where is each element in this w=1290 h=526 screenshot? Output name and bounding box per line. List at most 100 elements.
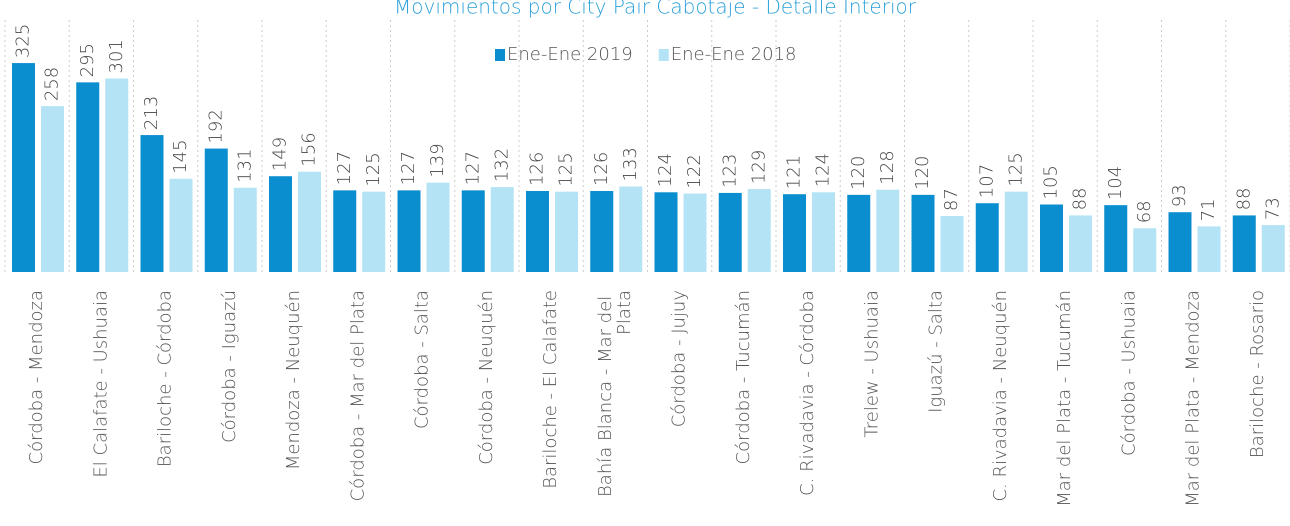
value-label: 127 bbox=[462, 151, 483, 185]
x-tick-label: C. Rivadavia - Neuquén bbox=[990, 290, 1011, 502]
legend-label: Ene-Ene 2018 bbox=[671, 44, 797, 65]
value-label: 88 bbox=[1233, 188, 1254, 211]
value-label: 123 bbox=[719, 154, 740, 188]
bar bbox=[1069, 215, 1092, 272]
value-label: 129 bbox=[748, 150, 769, 184]
value-label: 122 bbox=[684, 154, 705, 188]
bar bbox=[876, 189, 900, 272]
bar bbox=[940, 216, 964, 272]
bar bbox=[41, 106, 64, 273]
bar bbox=[233, 187, 257, 272]
bar bbox=[747, 189, 771, 272]
x-tick-label: Bariloche - Córdoba bbox=[155, 290, 176, 467]
bar bbox=[204, 148, 228, 272]
value-label: 125 bbox=[556, 152, 577, 186]
value-label: 213 bbox=[141, 96, 162, 130]
x-tick-label: Bariloche - El Calafate bbox=[540, 290, 561, 489]
value-label: 139 bbox=[427, 143, 448, 177]
value-label: 104 bbox=[1105, 166, 1126, 200]
value-label: 124 bbox=[813, 153, 834, 187]
bar bbox=[526, 191, 549, 272]
x-tick-label: Mar del Plata - Mendoza bbox=[1183, 290, 1204, 507]
value-label: 107 bbox=[976, 164, 997, 198]
value-label: 88 bbox=[1070, 188, 1091, 211]
bar bbox=[461, 190, 485, 272]
value-label: 73 bbox=[1262, 197, 1283, 220]
bar bbox=[105, 78, 129, 272]
bar bbox=[140, 135, 164, 272]
value-label: 105 bbox=[1041, 165, 1062, 199]
value-label: 120 bbox=[848, 155, 869, 189]
value-label: 149 bbox=[270, 137, 291, 171]
value-label: 124 bbox=[655, 153, 676, 187]
value-label: 295 bbox=[77, 43, 98, 77]
x-tick-label: El Calafate - Ushuaia bbox=[90, 290, 111, 478]
bar bbox=[975, 203, 999, 272]
value-label: 126 bbox=[591, 152, 612, 186]
x-tick-label: Córdoba - Tucumán bbox=[733, 290, 754, 464]
bar bbox=[1261, 225, 1285, 272]
value-label: 301 bbox=[106, 39, 127, 73]
value-label: 131 bbox=[234, 148, 255, 182]
bar bbox=[783, 194, 806, 272]
bar bbox=[76, 82, 100, 272]
bar bbox=[654, 192, 678, 272]
bar bbox=[426, 182, 450, 272]
x-tick-label: C. Rivadavia - Córdoba bbox=[797, 290, 818, 496]
bar bbox=[590, 191, 614, 272]
value-label: 156 bbox=[299, 132, 320, 166]
value-label: 87 bbox=[941, 188, 962, 211]
bar bbox=[298, 171, 321, 272]
value-label: 126 bbox=[527, 152, 548, 186]
bar bbox=[269, 176, 292, 272]
bar bbox=[1168, 212, 1192, 272]
bar bbox=[718, 192, 742, 272]
x-tick-label: Córdoba - Iguazú bbox=[219, 290, 240, 443]
value-label: 133 bbox=[620, 147, 641, 181]
value-label: 127 bbox=[398, 151, 419, 185]
bar bbox=[1004, 191, 1028, 272]
chart-title: Movimientos por City Pair Cabotaje - Det… bbox=[394, 0, 917, 19]
value-label: 127 bbox=[334, 151, 355, 185]
x-tick-label: Mar del Plata - Tucumán bbox=[1054, 290, 1075, 507]
bar bbox=[619, 186, 643, 272]
x-tick-label: Córdoba - Salta bbox=[412, 290, 433, 429]
bar bbox=[362, 191, 386, 272]
value-label: 192 bbox=[205, 109, 226, 143]
value-label: 93 bbox=[1169, 184, 1190, 207]
value-label: 120 bbox=[912, 155, 933, 189]
bar bbox=[490, 187, 514, 272]
x-tick-label: Córdoba - Mar del Plata bbox=[347, 290, 368, 501]
bar bbox=[333, 190, 357, 272]
value-label: 125 bbox=[1005, 152, 1026, 186]
x-tick-label: Bariloche - Rosario bbox=[1247, 290, 1268, 458]
value-label: 128 bbox=[877, 150, 898, 184]
x-tick-label: Córdoba - Neuquén bbox=[476, 290, 497, 465]
x-tick-label: Bahía Blanca - Mar del Plata bbox=[595, 290, 635, 497]
bar bbox=[1133, 228, 1157, 272]
value-label: 71 bbox=[1198, 198, 1219, 221]
value-label: 258 bbox=[42, 67, 63, 101]
bar bbox=[911, 194, 935, 272]
x-tick-label: Mendoza - Neuquén bbox=[283, 290, 304, 470]
x-tick-label: Trelew - Ushuaia bbox=[861, 290, 882, 438]
bar bbox=[847, 194, 871, 272]
legend-swatch bbox=[658, 49, 669, 61]
x-tick-label: Córdoba - Ushuaia bbox=[1118, 290, 1139, 456]
value-label: 132 bbox=[491, 148, 512, 182]
x-tick-label: Córdoba - Jujuy bbox=[669, 290, 690, 427]
bar bbox=[555, 191, 578, 272]
bar bbox=[1040, 204, 1063, 272]
bar bbox=[683, 193, 707, 272]
x-tick-label: Córdoba - Mendoza bbox=[26, 290, 47, 464]
x-tick-label: Iguazú - Salta bbox=[926, 290, 947, 413]
value-label: 145 bbox=[170, 139, 191, 173]
value-label: 125 bbox=[363, 152, 384, 186]
legend-swatch bbox=[495, 49, 505, 61]
bar bbox=[1232, 215, 1256, 272]
value-label: 325 bbox=[13, 24, 34, 58]
bar bbox=[397, 190, 421, 272]
value-label: 121 bbox=[784, 155, 805, 189]
value-label: 68 bbox=[1134, 200, 1155, 223]
